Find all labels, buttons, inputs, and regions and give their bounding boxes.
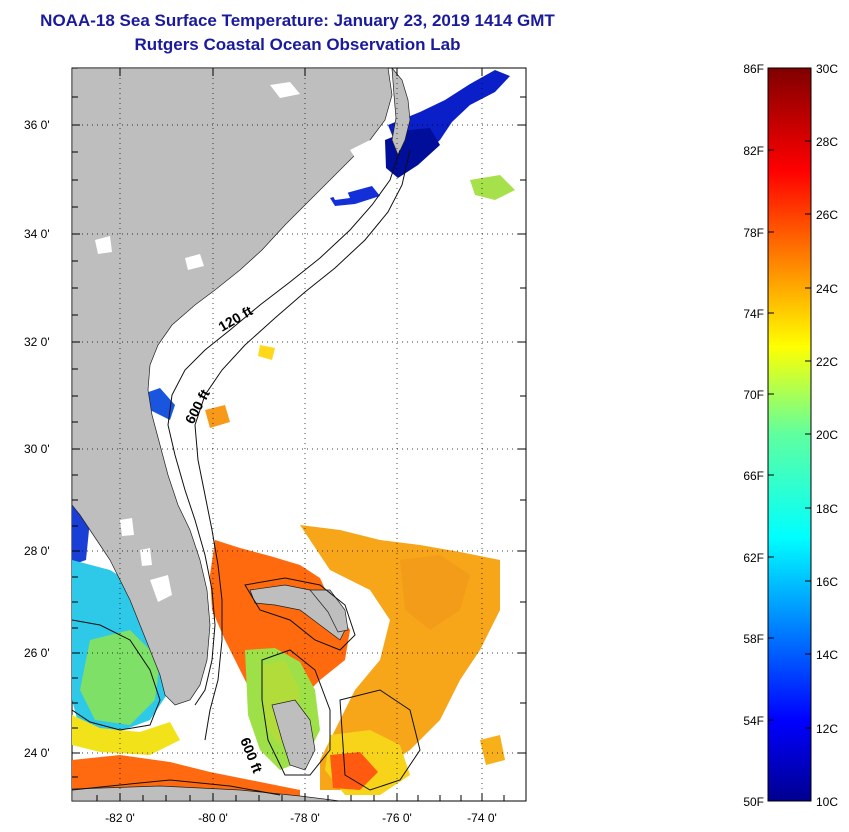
land-nc-outer-banks [391,68,411,156]
colorbar-c-label: 18C [816,502,838,516]
colorbar-c-label: 30C [816,62,838,76]
contour-600ft [194,149,411,741]
sst-patch-speck-2 [258,345,275,360]
land-andros [271,699,316,771]
colorbar-ticks [768,140,811,729]
map-subtitle: Rutgers Coastal Ocean Observation Lab [134,35,461,54]
lake-okeechobee [150,575,172,602]
colorbar-c-label: 26C [816,208,838,222]
colorbar-f-label: 58F [743,632,764,646]
colorbar-celsius-labels: 30C 28C 26C 24C 22C 20C 18C 16C 14C 12C … [816,62,838,809]
contour-straits [72,779,281,796]
lon-label: -74 0' [467,811,497,825]
sst-patch-cay-red [330,752,378,790]
land-cuba [72,785,341,801]
lat-label: 34 0' [24,227,50,241]
colorbar-c-label: 24C [816,282,838,296]
sst-patch-speck-3 [205,405,230,428]
contour-120ft [167,149,401,706]
latitude-labels: 36 0' 34 0' 32 0' 30 0' 28 0' 26 0' 24 0… [24,118,50,760]
colorbar-f-label: 78F [743,226,764,240]
sst-patch-nc-coast [330,186,380,206]
bathymetry-contours [72,149,421,796]
colorbar [767,67,812,802]
colorbar-f-label: 86F [743,62,764,76]
colorbar-f-label: 70F [743,388,764,402]
sst-patch-speck-5 [480,735,505,765]
colorbar-c-label: 20C [816,428,838,442]
contour-bahamas-a [244,577,356,651]
longitude-labels: -82 0' -80 0' -78 0' -76 0' -74 0' [105,811,497,825]
colorbar-f-label: 82F [743,144,764,158]
lat-label: 30 0' [24,442,50,456]
sst-patch-keys-yellow [72,715,180,755]
colorbar-c-label: 22C [816,355,838,369]
colorbar-f-label: 62F [743,551,764,565]
sst-patch-speck-1 [470,175,515,200]
colorbar-c-label: 28C [816,135,838,149]
inland-water [95,82,380,602]
lat-label: 36 0' [24,118,50,132]
land-us-southeast [72,68,393,706]
lat-label: 24 0' [24,746,50,760]
colorbar-f-label: 54F [743,714,764,728]
graticule [72,68,526,801]
land-layer [72,68,411,801]
lat-label: 28 0' [24,544,50,558]
lon-label: -76 0' [382,811,412,825]
lon-label: -82 0' [105,811,135,825]
colorbar-c-label: 14C [816,648,838,662]
contour-bahamas-b [261,649,331,776]
contour-gulf [72,619,161,731]
colorbar-f-label: 50F [743,795,764,809]
colorbar-fahrenheit-labels: 86F 82F 78F 74F 70F 66F 62F 58F 54F 50F [743,62,764,809]
map-title: NOAA-18 Sea Surface Temperature: January… [40,11,555,30]
lon-label: -80 0' [198,811,228,825]
sst-patch-gulf-green [80,630,160,725]
lon-label: -78 0' [290,811,320,825]
colorbar-c-label: 16C [816,575,838,589]
colorbar-f-label: 74F [743,307,764,321]
land-bahamas-abaco [309,589,349,633]
axis-ticks [72,67,526,801]
sst-patch-east-orange-2 [400,555,470,630]
colorbar-f-label: 66F [743,469,764,483]
lat-label: 26 0' [24,646,50,660]
contour-cays [339,689,421,791]
lat-label: 32 0' [24,335,50,349]
colorbar-c-label: 12C [816,722,838,736]
colorbar-c-label: 10C [816,795,838,809]
